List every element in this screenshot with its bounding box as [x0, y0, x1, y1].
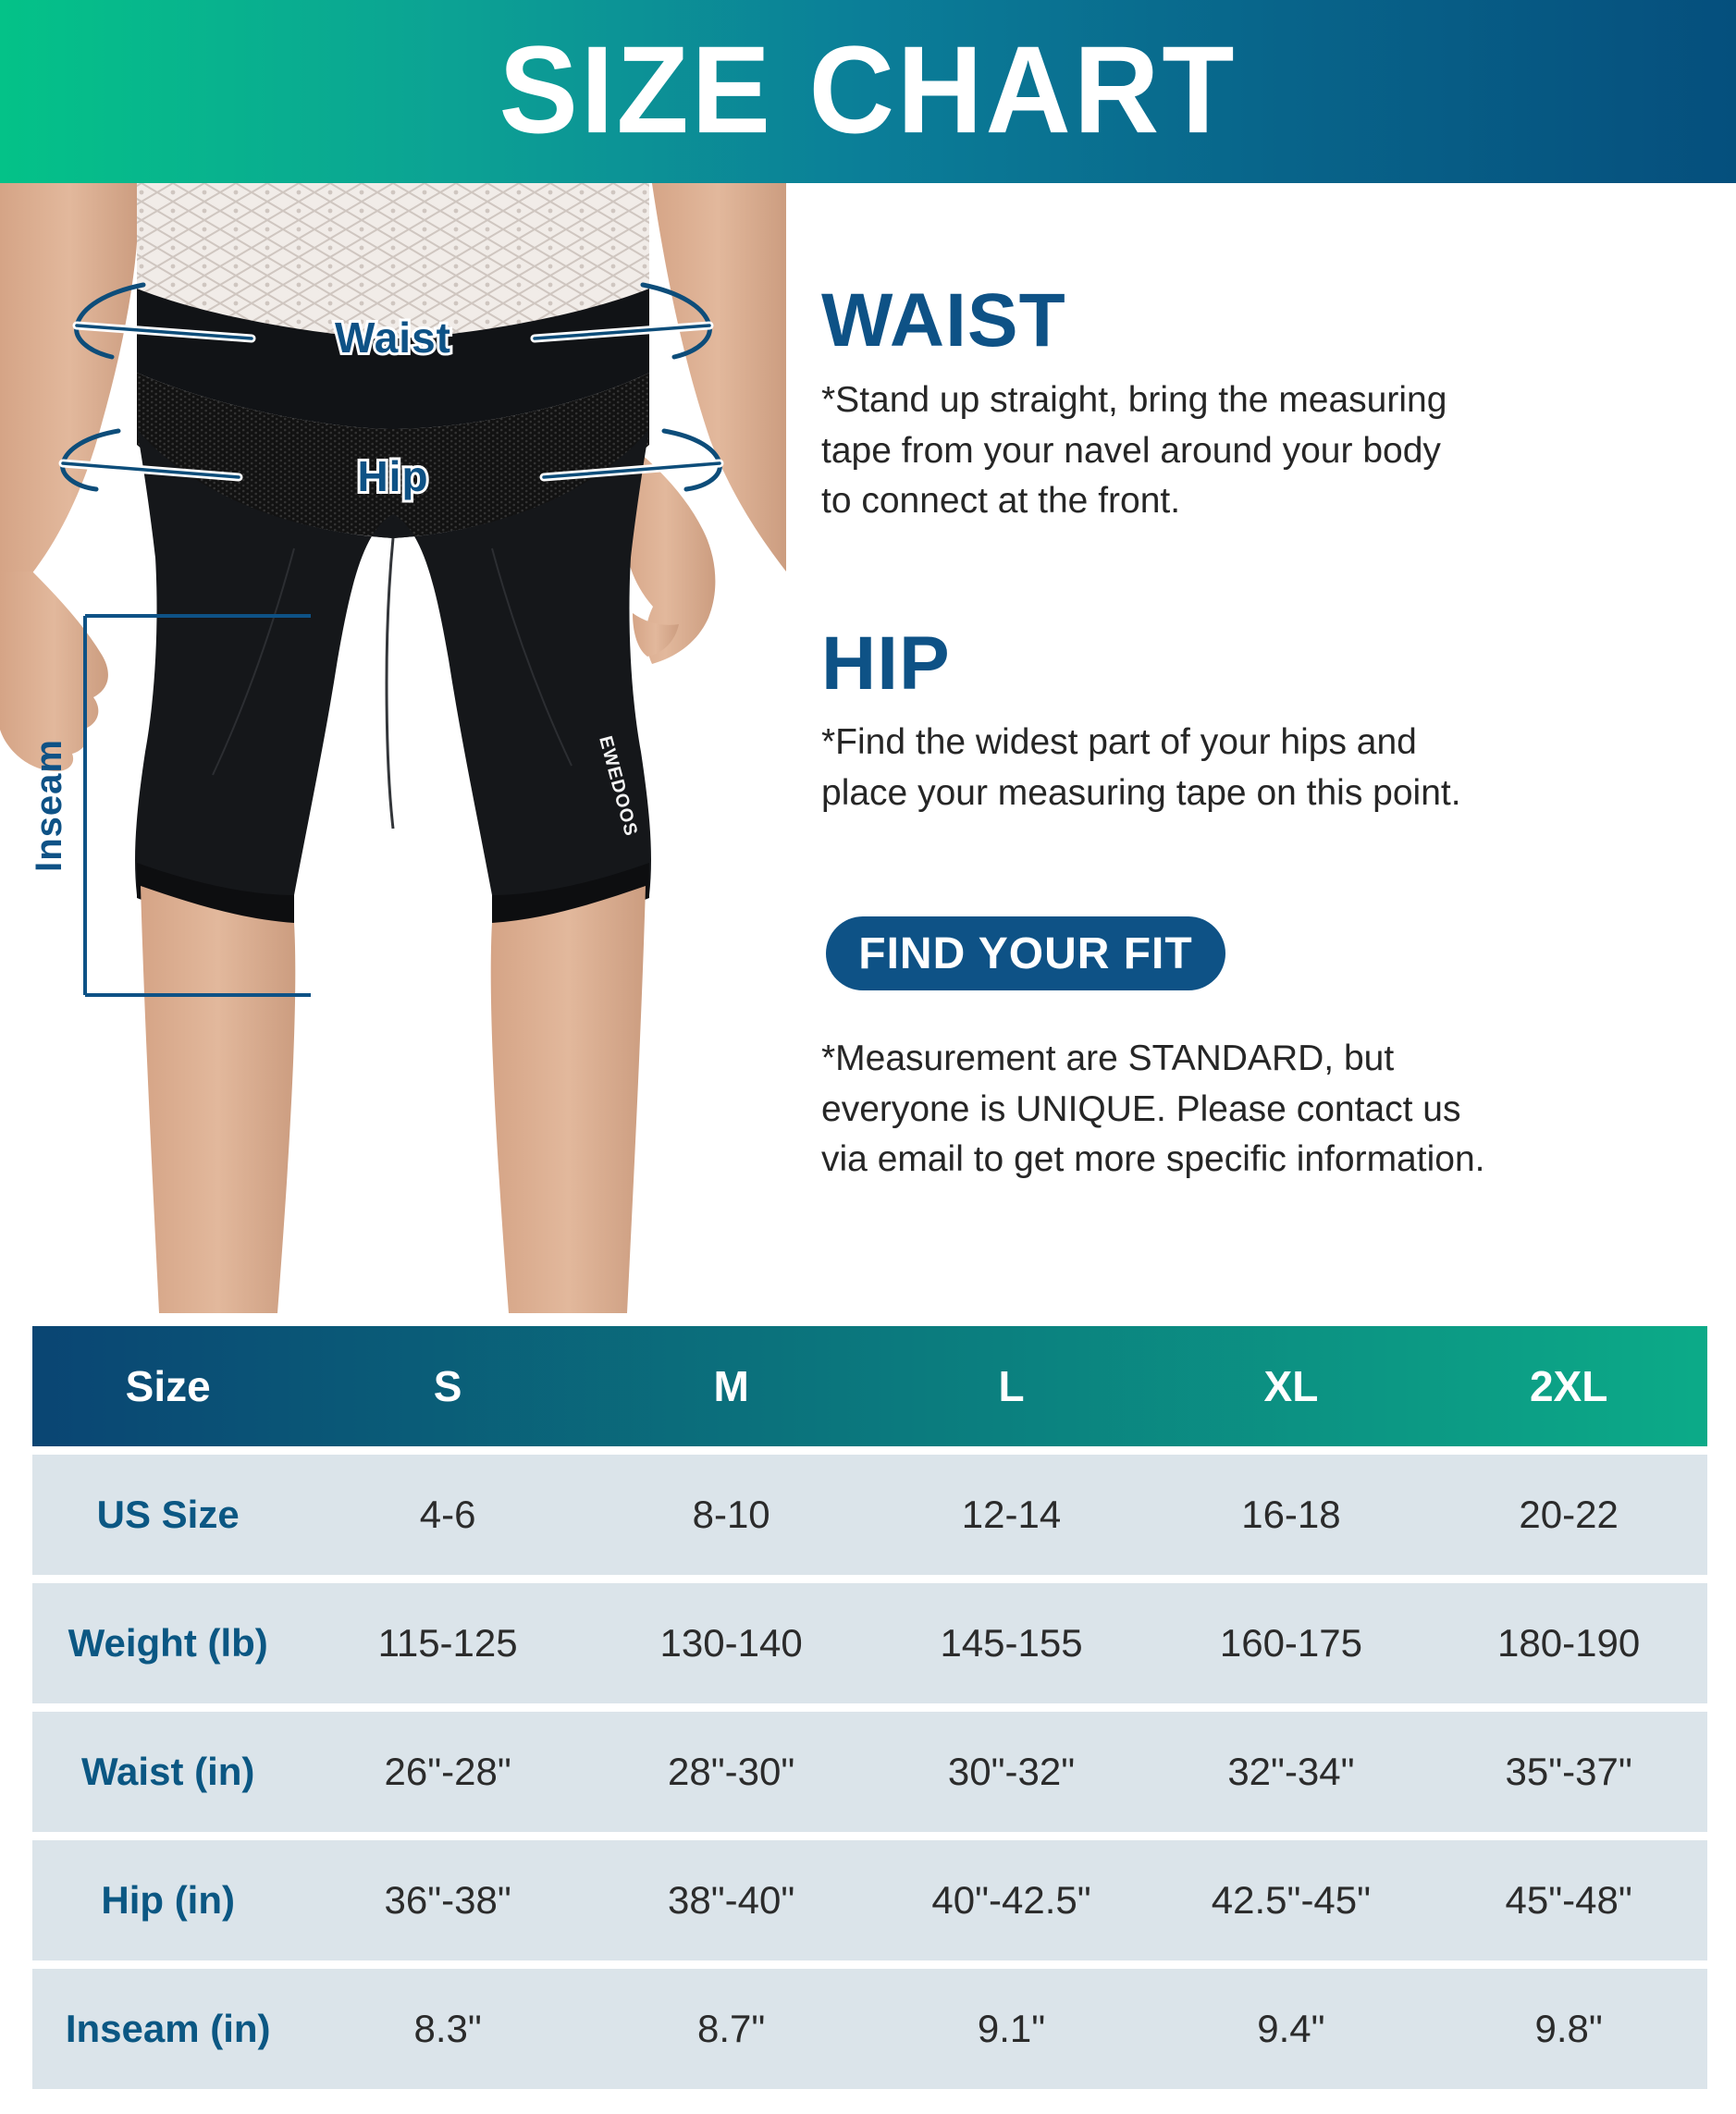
svg-text:Hip: Hip — [357, 452, 428, 500]
svg-text:Inseam: Inseam — [29, 739, 69, 872]
svg-text:Waist: Waist — [335, 313, 451, 362]
